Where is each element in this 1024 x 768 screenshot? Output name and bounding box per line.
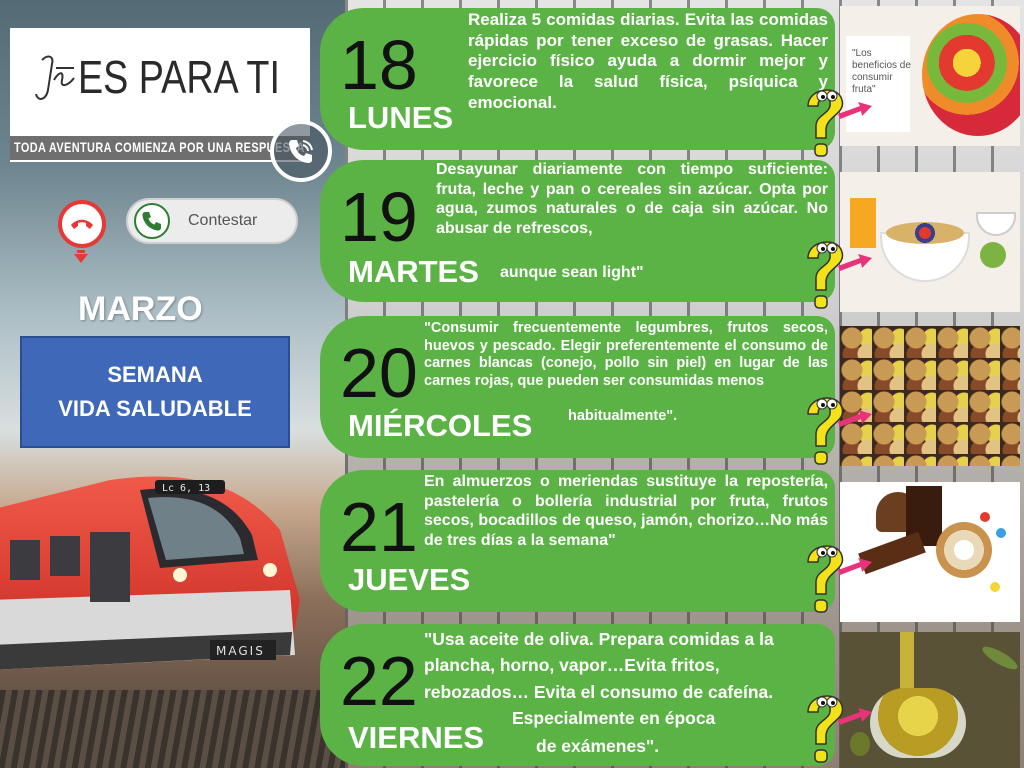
reject-indicator bbox=[77, 250, 85, 253]
left-panel: ES PARA TI TODA AVENTURA COMIENZA POR UN… bbox=[0, 0, 345, 768]
question-mascot-icon bbox=[807, 545, 872, 613]
phone-call-icon bbox=[270, 120, 332, 182]
rail-tracks bbox=[0, 690, 345, 768]
answer-label: Contestar bbox=[188, 212, 258, 229]
week-banner: SEMANA VIDA SALUDABLE bbox=[20, 336, 290, 448]
question-mascot-icon bbox=[807, 695, 872, 763]
day-card-monday: 18 LUNES Realiza 5 comidas diarias. Evit… bbox=[320, 8, 835, 150]
question-mascot-icon bbox=[807, 397, 872, 465]
day-number: 19 bbox=[340, 178, 418, 256]
day-tip-text: "Consumir frecuentemente legumbres, frut… bbox=[424, 320, 828, 390]
logo-tagline: TODA AVENTURA COMIENZA POR UNA RESPUESTA bbox=[14, 139, 305, 155]
day-number: 22 bbox=[340, 642, 418, 720]
day-tip-tail: Especialmente en época bbox=[512, 708, 716, 728]
week-line-1: SEMANA bbox=[107, 362, 203, 387]
legumes-photo bbox=[840, 326, 1020, 466]
reject-call-button[interactable] bbox=[58, 200, 106, 248]
day-tip-text: Realiza 5 comidas diarias. Evita las com… bbox=[468, 10, 828, 112]
train-brand-label: MAGIS bbox=[216, 644, 265, 658]
fruit-photo: "Los beneficios de consumir fruta" bbox=[840, 6, 1020, 146]
day-number: 18 bbox=[340, 26, 418, 104]
day-tip-text: "Usa aceite de oliva. Prepara comidas a … bbox=[424, 629, 774, 702]
olive-oil-photo bbox=[840, 632, 1020, 768]
day-tip-tail: aunque sean light" bbox=[500, 264, 644, 281]
tagline-bar bbox=[10, 136, 310, 160]
logo-title: ES PARA TI bbox=[78, 51, 280, 103]
question-mascot-icon bbox=[807, 241, 872, 309]
day-card-tuesday: 19 MARTES Desayunar diariamente con tiem… bbox=[320, 160, 835, 302]
day-tip-text: Desayunar diariamente con tiempo suficie… bbox=[436, 161, 828, 237]
train-destination-label: Lc 6, 13 bbox=[162, 483, 210, 494]
logo: ES PARA TI TODA AVENTURA COMIENZA POR UN… bbox=[10, 28, 310, 162]
day-tip-tail: habitualmente". bbox=[568, 408, 678, 424]
day-name: JUEVES bbox=[348, 562, 471, 597]
breakfast-photo bbox=[840, 172, 1020, 312]
week-line-2: VIDA SALUDABLE bbox=[58, 396, 252, 421]
day-tip-text: En almuerzos o meriendas sustituye la re… bbox=[424, 473, 828, 549]
signature-logo-icon bbox=[35, 55, 75, 100]
day-tip-tail-2: de exámenes". bbox=[536, 736, 660, 756]
day-number: 21 bbox=[340, 488, 418, 566]
question-mascot-icon bbox=[807, 89, 872, 157]
day-card-wednesday: 20 MIÉRCOLES "Consumir frecuentemente le… bbox=[320, 316, 835, 458]
day-number: 20 bbox=[340, 334, 418, 412]
day-card-friday: 22 VIERNES "Usa aceite de oliva. Prepara… bbox=[320, 624, 835, 766]
photo-caption: "Los beneficios de consumir fruta" bbox=[852, 48, 911, 95]
answer-call-button[interactable]: Contestar bbox=[126, 198, 298, 244]
day-name: MIÉRCOLES bbox=[348, 408, 533, 443]
day-name: VIERNES bbox=[348, 720, 485, 755]
day-card-thursday: 21 JUEVES En almuerzos o meriendas susti… bbox=[320, 470, 835, 612]
month-title: MARZO bbox=[78, 290, 203, 328]
pastries-photo bbox=[840, 482, 1020, 622]
day-name: MARTES bbox=[348, 254, 479, 289]
phone-answer-icon bbox=[134, 203, 170, 239]
chevron-down-icon bbox=[74, 254, 88, 263]
train-image: Lc 6, 13 MAGIS bbox=[0, 476, 300, 670]
day-name: LUNES bbox=[348, 100, 454, 135]
